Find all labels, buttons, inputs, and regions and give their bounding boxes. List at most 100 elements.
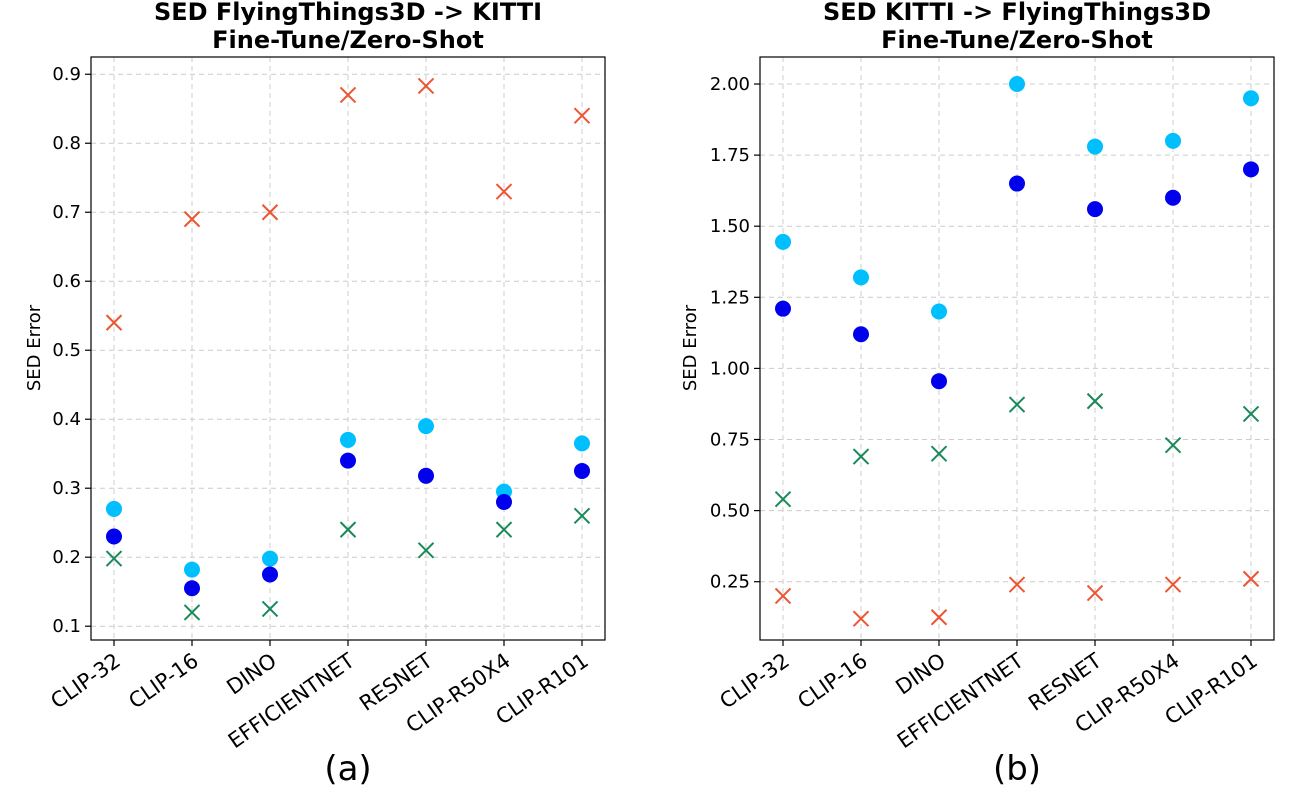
data-point [775, 300, 791, 317]
panel-label: (a) [324, 749, 371, 789]
grid [760, 57, 1274, 640]
y-tick-label: 1.25 [710, 287, 750, 308]
data-point [1243, 161, 1259, 178]
data-point [1008, 576, 1026, 593]
data-point [106, 500, 122, 517]
data-point [1243, 90, 1259, 107]
y-tick-label: 0.50 [710, 501, 750, 522]
x-marker-stroke [573, 107, 591, 124]
series-1 [106, 452, 590, 597]
y-tick-label: 1.50 [710, 216, 750, 237]
data-point [1008, 396, 1026, 413]
y-tick-label: 0.9 [52, 64, 81, 85]
x-marker-stroke [417, 77, 435, 95]
panel-a: SED FlyingThings3D -> KITTI Fine-Tune/Ze… [24, 0, 606, 789]
data-point [1086, 392, 1104, 410]
x-marker-stroke [1086, 392, 1104, 410]
data-point [852, 610, 870, 627]
series-3 [105, 507, 591, 621]
chart-title: SED FlyingThings3D -> KITTI [154, 0, 542, 26]
data-point [1165, 132, 1181, 149]
data-point [1242, 570, 1260, 588]
x-marker-stroke [417, 542, 435, 559]
x-marker-stroke [495, 521, 513, 538]
x-marker-stroke [774, 491, 792, 508]
data-point [496, 494, 512, 511]
chart-subtitle: Fine-Tune/Zero-Shot [881, 26, 1153, 54]
y-tick-label: 1.00 [710, 358, 750, 379]
x-tick-label: DINO [891, 648, 949, 699]
data-point [853, 326, 869, 343]
data-point [1086, 584, 1104, 602]
x-marker-stroke [1008, 396, 1026, 413]
x-marker-stroke [339, 521, 357, 538]
data-point [417, 542, 435, 559]
data-point [417, 77, 435, 95]
data-point [774, 587, 792, 605]
y-tick-label: 0.25 [710, 572, 750, 593]
panel-b: SED KITTI -> FlyingThings3D Fine-Tune/Ze… [680, 0, 1275, 789]
series-3 [774, 570, 1260, 627]
x-marker-stroke [183, 210, 201, 228]
data-point [573, 107, 591, 124]
data-point [1164, 576, 1182, 593]
x-tick-label: CLIP-32 [46, 648, 125, 713]
x-marker-stroke [105, 550, 123, 567]
data-point [930, 445, 948, 462]
x-marker-stroke [852, 448, 870, 465]
data-point [930, 609, 948, 626]
data-point [495, 183, 513, 200]
data-point [340, 431, 356, 448]
x-marker-stroke [495, 183, 513, 200]
x-marker-stroke [1164, 436, 1182, 454]
series-2 [774, 392, 1260, 508]
data-point [184, 580, 200, 597]
data-point [105, 550, 123, 567]
x-marker-stroke [573, 507, 591, 525]
x-tick-label: CLIP-16 [124, 648, 203, 713]
data-point [105, 314, 123, 331]
data-point [1009, 76, 1025, 93]
data-point [1009, 175, 1025, 192]
data-point [853, 269, 869, 286]
data-point [1087, 138, 1103, 155]
x-marker-stroke [261, 600, 279, 618]
data-point [339, 86, 357, 104]
data-point [339, 521, 357, 538]
y-tick-label: 1.75 [710, 145, 750, 166]
series-0 [775, 76, 1259, 320]
data-point [1087, 201, 1103, 218]
x-marker-stroke [339, 86, 357, 104]
y-tick-label: 0.4 [52, 409, 81, 430]
y-tick-label: 0.8 [52, 133, 81, 154]
data-point [340, 452, 356, 469]
data-point [852, 448, 870, 465]
data-point [106, 528, 122, 545]
data-point [931, 373, 947, 390]
data-point [418, 418, 434, 435]
y-axis-label: SED Error [24, 304, 45, 391]
x-tick-label: CLIP-32 [715, 648, 794, 713]
chart-title: SED KITTI -> FlyingThings3D [823, 0, 1211, 26]
x-marker-stroke [1164, 576, 1182, 593]
x-tick-label: DINO [222, 648, 280, 699]
x-marker-stroke [261, 204, 279, 221]
data-point [183, 604, 201, 621]
data-point [262, 566, 278, 583]
y-tick-label: 2.00 [710, 74, 750, 95]
y-tick-label: 0.2 [52, 547, 81, 568]
data-point [1165, 189, 1181, 206]
x-marker-stroke [774, 587, 792, 605]
data-point [495, 521, 513, 538]
series-1 [775, 161, 1259, 390]
data-point [574, 462, 590, 479]
data-point [262, 550, 278, 567]
x-marker-stroke [1086, 584, 1104, 602]
data-point [261, 204, 279, 221]
data-point [1242, 405, 1260, 423]
x-marker-stroke [930, 609, 948, 626]
data-point [931, 303, 947, 320]
y-tick-label: 0.3 [52, 478, 81, 499]
x-marker-stroke [1242, 570, 1260, 588]
